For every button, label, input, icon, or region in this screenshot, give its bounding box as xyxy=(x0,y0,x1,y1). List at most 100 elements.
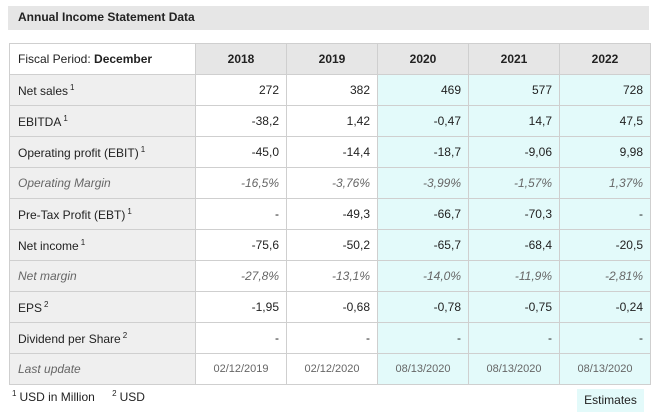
row-label: Dividend per Share xyxy=(18,331,121,346)
value-cell: 08/13/2020 xyxy=(559,353,651,385)
value-cell: 728 xyxy=(559,74,651,106)
table-row: Net margin -27,8% -13,1% -14,0% -11,9% -2,81% xyxy=(9,260,651,292)
footnote-1-text: USD in Million xyxy=(19,390,95,404)
table-row: Dividend per Share 2- - - - - xyxy=(9,322,651,354)
row-footnote-mark: 1 xyxy=(127,206,132,216)
value-cell: - xyxy=(195,322,287,354)
value-cell: -3,99% xyxy=(377,167,469,199)
value-cell: -3,76% xyxy=(286,167,378,199)
row-footnote-mark: 2 xyxy=(122,330,128,340)
value-cell: 382 xyxy=(286,74,378,106)
value-cell: 469 xyxy=(377,74,469,106)
footnote-1-mark: 1 xyxy=(12,389,17,398)
value-cell: 14,7 xyxy=(468,105,560,137)
row-label: Pre-Tax Profit (EBT) xyxy=(18,207,126,222)
value-cell: -0,68 xyxy=(286,291,378,323)
value-cell: -45,0 xyxy=(195,136,287,168)
value-cell: - xyxy=(195,198,287,230)
value-cell: -68,4 xyxy=(468,229,560,261)
row-label-cell: Net sales 1 xyxy=(9,74,196,106)
value-cell: - xyxy=(377,322,469,354)
value-cell: 272 xyxy=(195,74,287,106)
footnote-2-mark: 2 xyxy=(112,389,117,398)
value-cell: 577 xyxy=(468,74,560,106)
footnote-2-text: USD xyxy=(119,390,145,404)
row-label: Net margin xyxy=(18,269,77,283)
value-cell: -18,7 xyxy=(377,136,469,168)
value-cell: -70,3 xyxy=(468,198,560,230)
value-cell: - xyxy=(559,322,651,354)
row-footnote-mark: 1 xyxy=(80,237,86,247)
row-label-cell: Operating profit (EBIT) 1 xyxy=(9,136,196,168)
income-statement-table: Fiscal Period: December 2018 2019 2020 2… xyxy=(9,43,651,385)
row-label-cell: EPS 2 xyxy=(9,291,196,323)
value-cell: 02/12/2019 xyxy=(195,353,287,385)
value-cell: - xyxy=(286,322,378,354)
value-cell: -0,24 xyxy=(559,291,651,323)
value-cell: -65,7 xyxy=(377,229,469,261)
footnotes: 1 USD in Million 2 USD xyxy=(12,389,145,404)
table-row: EBITDA 1 -38,2 1,42 -0,47 14,7 47,5 xyxy=(9,105,651,137)
row-label: Last update xyxy=(18,362,81,376)
row-footnote-mark: 1 xyxy=(140,144,146,154)
value-cell: -1,95 xyxy=(195,291,287,323)
row-footnote-mark: 1 xyxy=(63,113,68,123)
fiscal-period-value: December xyxy=(94,52,153,66)
value-cell: 02/12/2020 xyxy=(286,353,378,385)
row-label-cell: Net income 1 xyxy=(9,229,196,261)
value-cell: 1,37% xyxy=(559,167,651,199)
estimates-legend: Estimates xyxy=(577,389,644,412)
value-cell: -38,2 xyxy=(195,105,287,137)
section-title: Annual Income Statement Data xyxy=(18,10,195,24)
value-cell: 9,98 xyxy=(559,136,651,168)
value-cell: -49,3 xyxy=(286,198,378,230)
fiscal-period-label: Fiscal Period: xyxy=(18,52,91,66)
value-cell: -66,7 xyxy=(377,198,469,230)
row-footnote-mark: 2 xyxy=(44,299,49,309)
value-cell: -0,78 xyxy=(377,291,469,323)
value-cell: -50,2 xyxy=(286,229,378,261)
value-cell: -14,4 xyxy=(286,136,378,168)
year-header: 2020 xyxy=(377,43,469,75)
row-label-cell: Net margin xyxy=(9,260,196,292)
value-cell: - xyxy=(468,322,560,354)
table-row: Net income 1 -75,6 -50,2 -65,7 -68,4 -20,5 xyxy=(9,229,651,261)
value-cell: 08/13/2020 xyxy=(377,353,469,385)
table-row: Last update 02/12/2019 02/12/2020 08/13/202… xyxy=(9,353,651,385)
row-label: Operating Margin xyxy=(18,176,111,190)
header-row: Fiscal Period: December 2018 2019 2020 2… xyxy=(9,43,651,75)
row-label-cell: Pre-Tax Profit (EBT) 1 xyxy=(9,198,196,230)
row-label-cell: EBITDA 1 xyxy=(9,105,196,137)
table-row: Net sales 1 272 382 469 577 728 xyxy=(9,74,651,106)
value-cell: -20,5 xyxy=(559,229,651,261)
year-header: 2022 xyxy=(559,43,651,75)
value-cell: -16,5% xyxy=(195,167,287,199)
value-cell: -9,06 xyxy=(468,136,560,168)
section-title-bar: Annual Income Statement Data xyxy=(8,6,649,30)
table-row: EPS 2 -1,95 -0,68 -0,78 -0,75 -0,24 xyxy=(9,291,651,323)
year-header: 2019 xyxy=(286,43,378,75)
row-footnote-mark: 1 xyxy=(70,82,75,92)
value-cell: 08/13/2020 xyxy=(468,353,560,385)
value-cell: -13,1% xyxy=(286,260,378,292)
row-label: Net sales xyxy=(18,83,69,98)
value-cell: -2,81% xyxy=(559,260,651,292)
value-cell: -1,57% xyxy=(468,167,560,199)
year-header: 2018 xyxy=(195,43,287,75)
table-row: Operating Margin -16,5% -3,76% -3,99% -1,57%… xyxy=(9,167,651,199)
value-cell: -27,8% xyxy=(195,260,287,292)
value-cell: -14,0% xyxy=(377,260,469,292)
row-label-cell: Last update xyxy=(9,353,196,385)
value-cell: - xyxy=(559,198,651,230)
row-label: EBITDA xyxy=(18,114,62,129)
value-cell: -11,9% xyxy=(468,260,560,292)
value-cell: -0,75 xyxy=(468,291,560,323)
value-cell: -0,47 xyxy=(377,105,469,137)
fiscal-period-cell: Fiscal Period: December xyxy=(9,43,196,75)
value-cell: -75,6 xyxy=(195,229,287,261)
row-label-cell: Operating Margin xyxy=(9,167,196,199)
row-label: Net income xyxy=(18,238,79,253)
row-label: Operating profit (EBIT) xyxy=(18,145,139,160)
table-row: Pre-Tax Profit (EBT) 1- -49,3 -66,7 -70,3- xyxy=(9,198,651,230)
value-cell: 1,42 xyxy=(286,105,378,137)
